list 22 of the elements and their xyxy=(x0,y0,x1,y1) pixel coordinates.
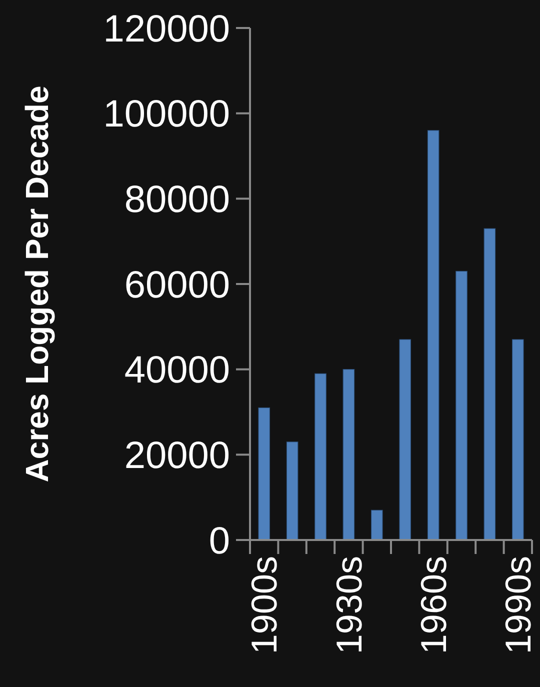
bar xyxy=(399,339,412,540)
bar xyxy=(314,373,326,540)
y-tick-label: 40000 xyxy=(124,350,230,392)
x-tick-label: 1900s xyxy=(244,556,285,654)
bar xyxy=(427,130,440,540)
bar xyxy=(512,339,524,540)
x-tick-label: 1930s xyxy=(328,556,370,654)
y-tick-label: 0 xyxy=(208,520,230,562)
bar xyxy=(258,407,270,540)
bar xyxy=(342,369,355,540)
y-tick-label: 60000 xyxy=(124,264,230,306)
bar xyxy=(484,228,496,540)
y-tick-label: 80000 xyxy=(124,178,230,221)
x-tick-label: 1960s xyxy=(412,556,454,654)
y-axis-title: Acres Logged Per Decade xyxy=(19,86,55,482)
y-tick-label: 120000 xyxy=(103,8,230,50)
bar xyxy=(370,510,383,540)
y-tick-label: 20000 xyxy=(124,434,230,477)
y-tick-label: 100000 xyxy=(103,94,230,136)
bar xyxy=(456,270,468,540)
bar xyxy=(286,442,298,540)
x-tick-label: 1990s xyxy=(498,556,538,654)
